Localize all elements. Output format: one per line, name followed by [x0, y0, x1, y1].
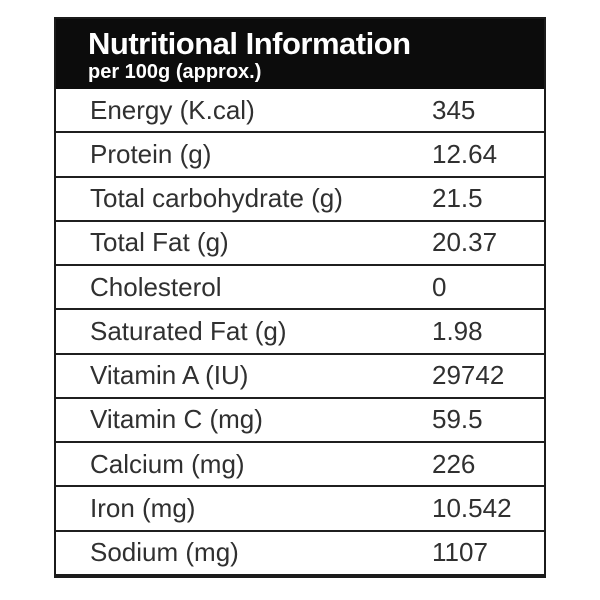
table-row: Sodium (mg) 1107 [56, 529, 544, 574]
header-subtitle: per 100g (approx.) [88, 61, 262, 83]
table-row: Calcium (mg) 226 [56, 441, 544, 486]
nutrient-label: Vitamin C (mg) [90, 404, 263, 435]
table-row: Saturated Fat (g) 1.98 [56, 308, 544, 353]
nutrient-label: Iron (mg) [90, 493, 196, 524]
table-row: Total carbohydrate (g) 21.5 [56, 175, 544, 220]
nutrient-value: 10.542 [432, 493, 512, 524]
nutrient-value: 0 [432, 271, 447, 302]
nutrient-label: Calcium (mg) [90, 448, 245, 479]
nutrient-label: Energy (K.cal) [90, 94, 255, 125]
table-row: Vitamin C (mg) 59.5 [56, 396, 544, 442]
nutrient-label: Cholesterol [90, 271, 222, 302]
nutrient-label: Total carbohydrate (g) [90, 183, 343, 214]
table-row: Cholesterol 0 [56, 264, 544, 309]
nutrient-value: 21.5 [432, 183, 483, 214]
nutrient-value: 1.98 [432, 315, 483, 346]
nutrient-value: 59.5 [432, 404, 483, 435]
table-row: Protein (g) 12.64 [56, 131, 544, 176]
table-body: Energy (K.cal) 345 Protein (g) 12.64 Tot… [56, 89, 544, 574]
table-row: Iron (mg) 10.542 [56, 485, 544, 530]
nutrient-value: 226 [432, 448, 476, 479]
header-title: Nutritional Information [88, 26, 411, 61]
nutrient-label: Saturated Fat (g) [90, 315, 287, 346]
nutrient-value: 12.64 [432, 138, 498, 169]
nutrition-table: Nutritional Information per 100g (approx… [54, 17, 546, 578]
nutrient-label: Sodium (mg) [90, 537, 239, 568]
table-row: Vitamin A (IU) 29742 [56, 352, 544, 397]
nutrient-value: 345 [432, 94, 476, 125]
nutrient-value: 20.37 [432, 227, 498, 258]
nutrient-value: 29742 [432, 360, 505, 391]
nutrient-label: Protein (g) [90, 138, 212, 169]
nutrient-value: 1107 [432, 537, 488, 568]
table-row: Total Fat (g) 20.37 [56, 219, 544, 265]
table-header: Nutritional Information per 100g (approx… [56, 19, 544, 89]
nutrient-label: Total Fat (g) [90, 227, 229, 258]
table-row: Energy (K.cal) 345 [56, 89, 544, 132]
nutrient-label: Vitamin A (IU) [90, 360, 249, 391]
